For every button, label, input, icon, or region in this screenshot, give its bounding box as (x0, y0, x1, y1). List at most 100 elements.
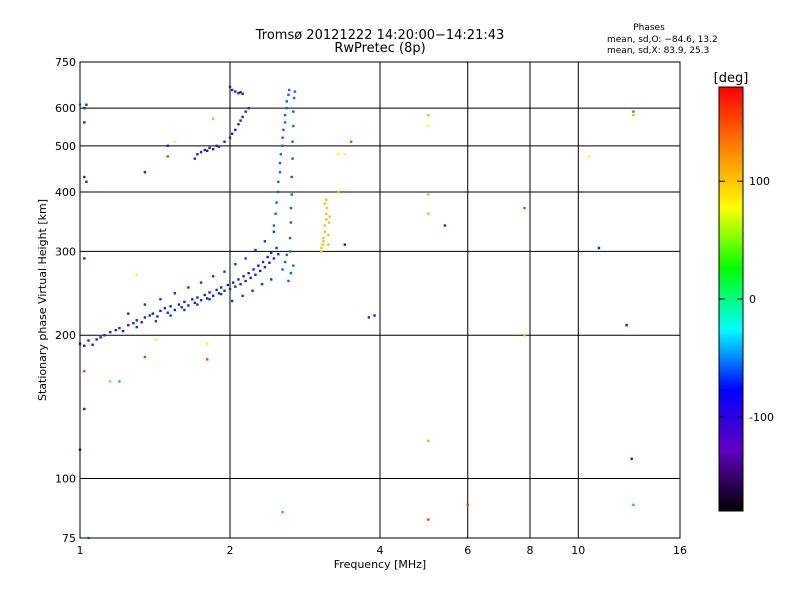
data-point (230, 132, 234, 135)
grid-lines (80, 62, 680, 538)
stats-o-mode: mean, sd,O: −84.6, 13.2 (607, 35, 718, 45)
x-tick-label: 10 (571, 544, 585, 557)
data-point (95, 338, 98, 341)
data-point (266, 255, 269, 259)
data-point (523, 334, 526, 337)
data-point (239, 283, 242, 286)
data-point (173, 308, 177, 312)
data-point (237, 123, 240, 126)
data-point (228, 287, 232, 291)
data-point (211, 275, 215, 278)
data-point (283, 113, 287, 117)
data-point (205, 297, 209, 300)
data-point (99, 336, 102, 339)
data-point (337, 190, 340, 194)
x-axis-label: Frequency [MHz] (334, 558, 426, 571)
data-point (199, 150, 203, 154)
data-point (203, 148, 206, 152)
data-point (193, 301, 197, 304)
data-point (251, 289, 254, 292)
data-point (322, 240, 325, 243)
data-point (103, 334, 106, 337)
data-point (254, 273, 257, 276)
x-tick-label: 2 (227, 544, 234, 557)
data-point (151, 312, 155, 315)
data-point (272, 230, 276, 233)
data-point (277, 190, 280, 194)
data-point (187, 304, 190, 307)
data-point (325, 212, 328, 215)
y-tick-label: 200 (55, 329, 76, 342)
data-point (523, 206, 526, 210)
data-point (135, 325, 138, 329)
data-point (343, 243, 347, 246)
data-point (288, 88, 291, 92)
data-point (132, 321, 135, 325)
data-point (249, 276, 252, 280)
data-point (292, 96, 296, 100)
data-point (277, 252, 280, 256)
data-point (127, 312, 130, 315)
colorbar-tick-label: -100 (749, 411, 774, 424)
y-axis-label: Stationary phase Virtual Height [km] (36, 199, 49, 401)
data-point (281, 268, 284, 271)
data-point (91, 343, 94, 346)
data-point (466, 503, 469, 507)
data-point (291, 157, 294, 160)
data-point (323, 230, 327, 233)
data-point (337, 153, 340, 156)
data-point (169, 314, 172, 317)
data-point (244, 110, 247, 113)
data-point (321, 243, 324, 246)
data-point (283, 260, 287, 264)
data-point (242, 275, 245, 278)
data-point (373, 314, 376, 317)
data-point (223, 270, 226, 273)
data-point (272, 257, 276, 260)
data-point (196, 296, 199, 299)
data-point (241, 115, 244, 119)
data-point (320, 246, 323, 250)
y-tick-label: 600 (55, 102, 76, 115)
data-point (427, 124, 430, 128)
data-point (237, 91, 240, 95)
data-point (217, 292, 221, 295)
data-point (632, 110, 635, 113)
data-point (632, 503, 635, 507)
data-point (173, 292, 177, 295)
data-point (183, 300, 186, 304)
data-point (268, 261, 271, 264)
y-tick-labels: 75 100 200 300 400 500 600 750 (55, 56, 76, 545)
data-point (143, 316, 147, 319)
data-point (241, 294, 244, 298)
data-point (632, 113, 635, 117)
data-point (323, 224, 327, 227)
data-point (196, 303, 199, 306)
data-point (211, 147, 215, 151)
data-point (325, 206, 329, 210)
data-point (328, 215, 331, 218)
x-tick-label: 8 (527, 544, 534, 557)
data-point (187, 286, 190, 289)
data-point (230, 299, 234, 303)
data-point (263, 265, 267, 269)
data-point (83, 106, 86, 110)
data-point (143, 171, 147, 174)
data-point (85, 180, 88, 184)
data-point (196, 153, 199, 156)
data-point (597, 246, 601, 250)
y-tick-label: 100 (55, 473, 76, 486)
data-point (292, 110, 295, 113)
data-point (443, 224, 447, 227)
data-points (78, 85, 635, 540)
data-point (135, 273, 138, 276)
data-point (427, 212, 430, 215)
data-point (87, 339, 90, 342)
data-point (270, 251, 273, 255)
data-point (159, 309, 162, 313)
data-point (427, 193, 430, 196)
data-point (244, 279, 247, 283)
data-point (323, 202, 327, 205)
data-point (322, 236, 325, 240)
data-point (263, 240, 267, 243)
